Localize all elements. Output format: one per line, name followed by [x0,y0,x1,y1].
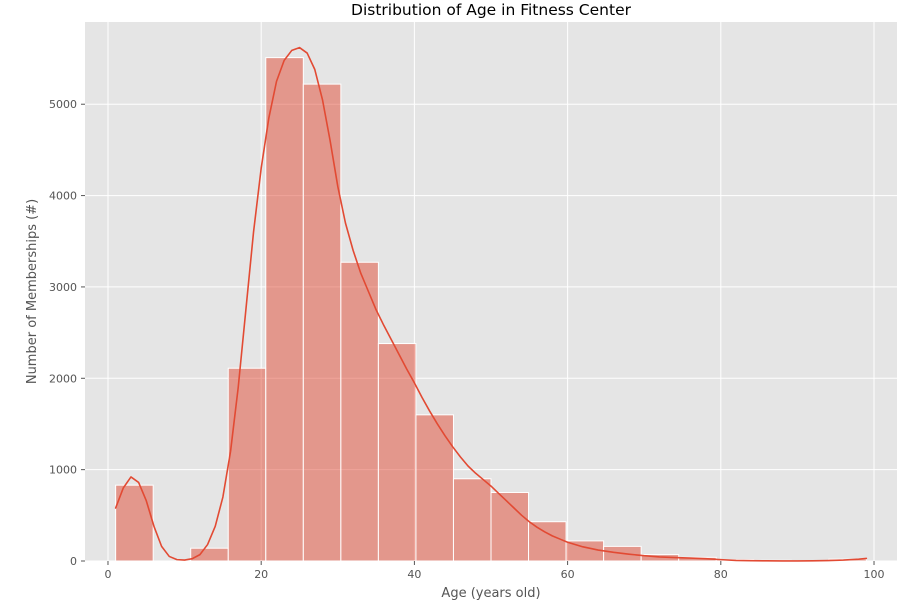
x-tick-label: 0 [104,568,111,581]
x-tick-label: 40 [407,568,421,581]
chart-title: Distribution of Age in Fitness Center [351,1,632,19]
kde-line [114,46,868,562]
y-tick-label: 0 [70,555,77,568]
grid-layer [85,22,897,562]
y-tick-label: 5000 [49,98,77,111]
y-tick-label: 4000 [49,190,77,203]
histogram-bar [265,57,304,562]
histogram-bar [227,367,267,562]
histogram-bar [452,478,492,562]
y-tick-label: 1000 [49,464,77,477]
y-tick-label: 2000 [49,372,77,385]
kde-layer [114,46,868,562]
histogram-bar [190,547,229,562]
y-axis-label: Number of Memberships (#) [25,199,40,384]
x-tick-label: 60 [561,568,575,581]
histogram-bar [490,491,530,562]
x-axis-ticks: 0 20 40 60 80 100 [104,561,885,581]
histogram-bar [528,521,567,562]
x-tick-label: 20 [254,568,268,581]
histogram-bar [115,484,154,562]
histogram-bar [302,83,342,562]
histogram-bar [377,343,417,562]
plot-background [85,22,897,561]
histogram-bar [340,261,379,562]
y-axis-ticks: 0 1000 2000 3000 4000 5000 [49,98,85,568]
y-tick-label: 3000 [49,281,77,294]
bars-layer [115,57,867,562]
histogram-bar [415,414,454,562]
x-tick-label: 100 [864,568,885,581]
x-axis-label: Age (years old) [441,586,540,601]
x-tick-label: 80 [714,568,728,581]
